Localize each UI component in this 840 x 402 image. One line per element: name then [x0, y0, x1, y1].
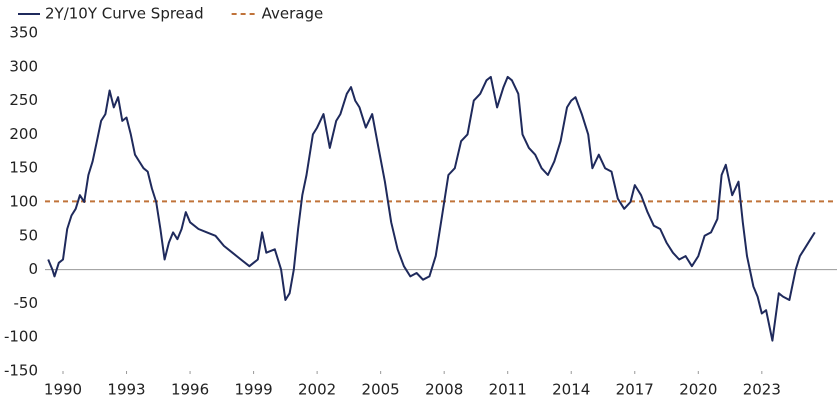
x-tick-label: 2005: [362, 381, 400, 399]
y-tick-label: 250: [9, 91, 38, 109]
x-tick-label: 1996: [171, 381, 209, 399]
x-tick-label: 2014: [552, 381, 590, 399]
y-tick-label: 100: [9, 193, 38, 211]
y-tick-label: -50: [14, 294, 39, 312]
x-tick-label: 2008: [425, 381, 463, 399]
x-tick-label: 2011: [489, 381, 527, 399]
x-tick-label: 1993: [107, 381, 145, 399]
x-tick-label: 2017: [616, 381, 654, 399]
y-tick-label: 300: [9, 57, 38, 75]
y-tick-label: -150: [4, 362, 38, 380]
x-tick-label: 2002: [298, 381, 336, 399]
y-tick-label: -100: [4, 328, 38, 346]
y-tick-label: 50: [19, 226, 38, 244]
y-tick-label: 200: [9, 125, 38, 143]
x-tick-label: 1990: [44, 381, 82, 399]
legend-label: Average: [262, 5, 324, 23]
x-tick-label: 2020: [679, 381, 717, 399]
x-tick-label: 1999: [234, 381, 272, 399]
y-tick-label: 0: [28, 260, 38, 278]
legend-label: 2Y/10Y Curve Spread: [45, 5, 204, 23]
y-tick-label: 350: [9, 24, 38, 42]
x-tick-label: 2023: [743, 381, 781, 399]
series-line: [47, 75, 816, 342]
y-tick-label: 150: [9, 159, 38, 177]
